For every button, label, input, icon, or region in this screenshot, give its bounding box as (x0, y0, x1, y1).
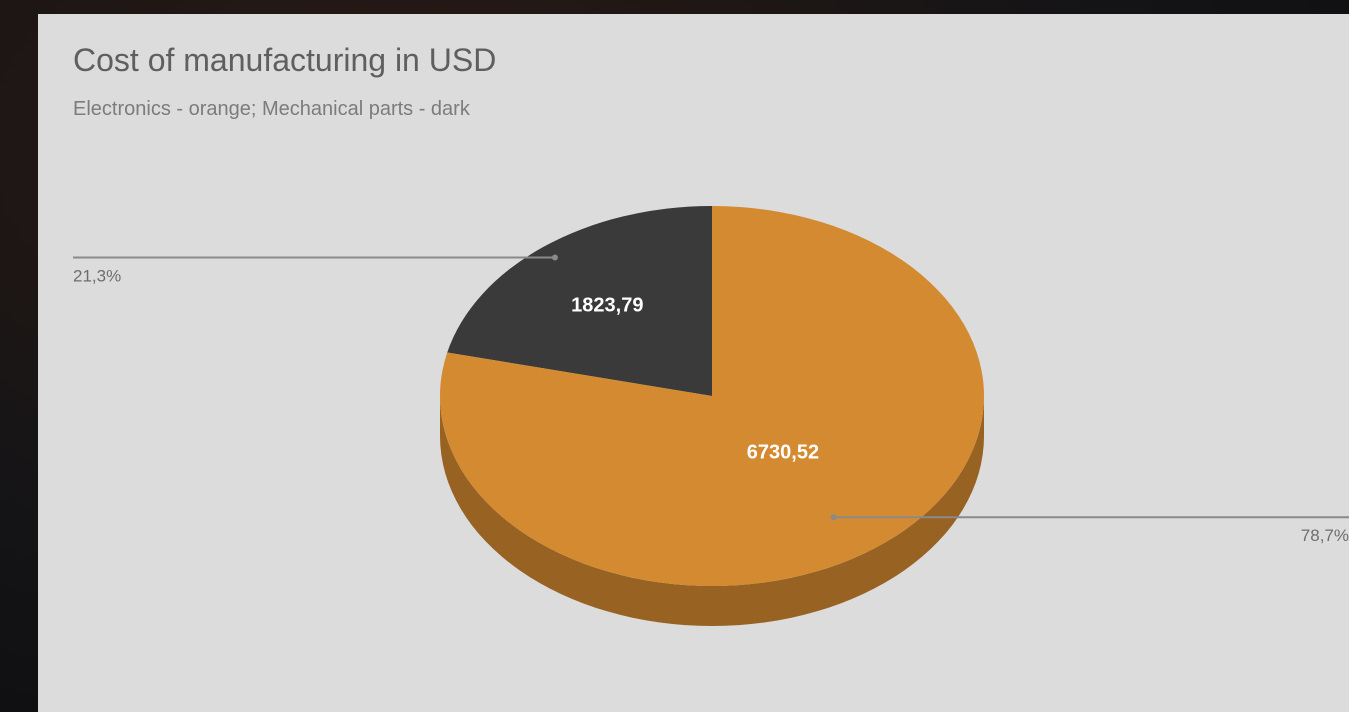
pie-value-label-1: 6730,52 (747, 442, 819, 464)
pie-slice-1[interactable] (440, 206, 985, 586)
pie-leader-dot-1 (830, 514, 837, 521)
pie-percent-label-0: 21,3% (73, 266, 121, 285)
pie-slice-0[interactable] (447, 206, 712, 396)
pie-percent-label-1: 78,7% (1301, 526, 1349, 545)
pie-value-label-0: 1823,79 (571, 295, 643, 317)
chart-card: Cost of manufacturing in USD Electronics… (38, 14, 1349, 712)
pie-leader-dot-0 (551, 254, 558, 261)
chart-subtitle: Electronics - orange; Mechanical parts -… (73, 98, 470, 120)
chart-title: Cost of manufacturing in USD (73, 42, 497, 78)
pie-chart: 1823,79 6730,52 21,3% 78,7% (73, 206, 1349, 626)
pie-slice-1-side (440, 396, 984, 626)
